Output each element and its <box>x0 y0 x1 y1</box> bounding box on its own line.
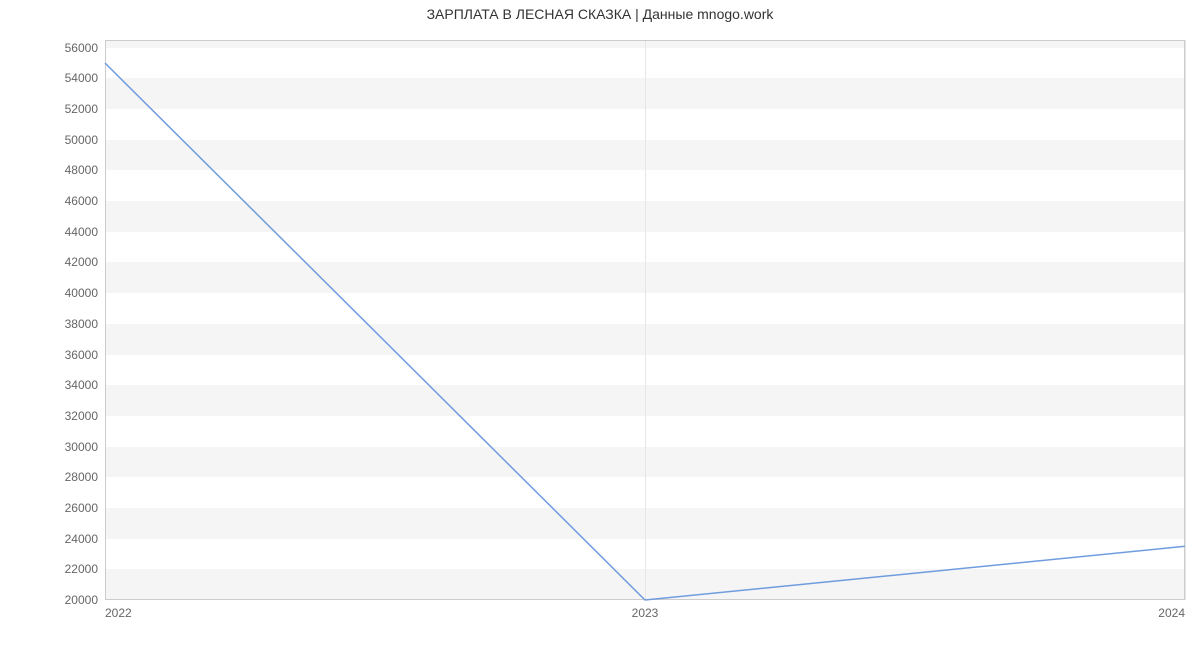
y-tick-label: 56000 <box>50 41 98 55</box>
y-tick-label: 46000 <box>50 194 98 208</box>
y-tick-label: 42000 <box>50 255 98 269</box>
y-tick-label: 34000 <box>50 378 98 392</box>
y-tick-label: 52000 <box>50 102 98 116</box>
y-tick-label: 20000 <box>50 593 98 607</box>
y-tick-label: 22000 <box>50 562 98 576</box>
y-tick-label: 30000 <box>50 440 98 454</box>
y-tick-label: 24000 <box>50 532 98 546</box>
plot-area <box>105 40 1185 600</box>
y-tick-label: 44000 <box>50 225 98 239</box>
y-tick-label: 26000 <box>50 501 98 515</box>
y-tick-label: 38000 <box>50 317 98 331</box>
y-tick-label: 32000 <box>50 409 98 423</box>
x-gridline <box>1185 40 1186 600</box>
y-tick-label: 28000 <box>50 470 98 484</box>
line-layer <box>105 40 1185 600</box>
series-salary <box>105 63 1185 600</box>
x-tick-label: 2023 <box>632 606 659 620</box>
x-tick-label: 2024 <box>1158 606 1185 620</box>
chart-title: ЗАРПЛАТА В ЛЕСНАЯ СКАЗКА | Данные mnogo.… <box>0 6 1200 22</box>
y-tick-label: 36000 <box>50 348 98 362</box>
x-tick-label: 2022 <box>105 606 132 620</box>
y-tick-label: 54000 <box>50 71 98 85</box>
y-tick-label: 48000 <box>50 163 98 177</box>
y-tick-label: 50000 <box>50 133 98 147</box>
y-tick-label: 40000 <box>50 286 98 300</box>
salary-line-chart: ЗАРПЛАТА В ЛЕСНАЯ СКАЗКА | Данные mnogo.… <box>0 0 1200 650</box>
